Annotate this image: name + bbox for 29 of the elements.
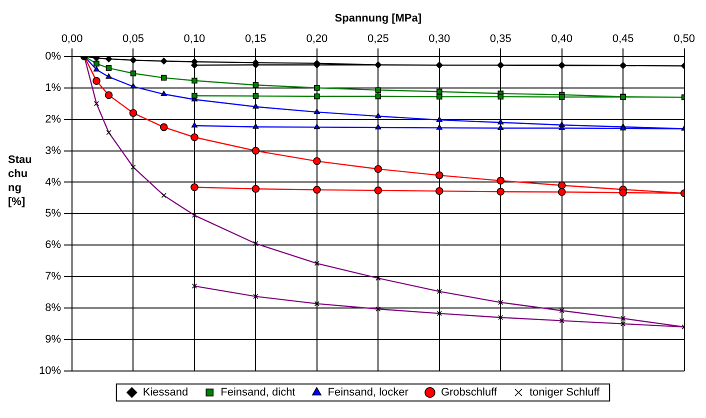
x-tick-label: 0,35	[490, 32, 512, 45]
legend-label: Kiessand	[142, 386, 188, 399]
y-tick-label: 9%	[45, 334, 62, 346]
y-axis-title: Stauchung [%]	[8, 153, 33, 209]
x-axis-title: Spannung [MPa]	[334, 12, 422, 25]
y-tick-label: 8%	[45, 302, 62, 314]
y-tick-label: 6%	[45, 239, 62, 252]
y-tick-label: 2%	[45, 113, 62, 126]
legend-label: toniger Schluff	[529, 386, 601, 399]
x-tick-label: 0,25	[367, 32, 389, 45]
x-tick-label: 0,10	[184, 32, 206, 45]
x-tick-label: 0,30	[428, 32, 450, 45]
y-tick-label: 5%	[45, 208, 62, 220]
y-tick-label: 0%	[45, 50, 62, 62]
x-tick-label: 0,40	[551, 32, 573, 45]
legend-label: Feinsand, dicht	[220, 386, 296, 399]
x-tick-label: 0,20	[306, 32, 328, 45]
x-tick-label: 0,45	[612, 32, 634, 45]
x-tick-label: 0,50	[674, 32, 696, 45]
legend-label: Feinsand, locker	[328, 386, 409, 399]
x-tick-label: 0,00	[61, 32, 83, 45]
legend-label: Grobschluff	[440, 386, 498, 399]
x-tick-label: 0,15	[244, 32, 266, 45]
y-tick-label: 4%	[45, 176, 62, 188]
y-tick-label: 3%	[45, 144, 62, 157]
y-tick-label: 7%	[45, 270, 62, 283]
y-tick-label: 1%	[45, 82, 62, 94]
x-tick-label: 0,05	[122, 32, 144, 45]
y-tick-label: 10%	[38, 365, 62, 378]
